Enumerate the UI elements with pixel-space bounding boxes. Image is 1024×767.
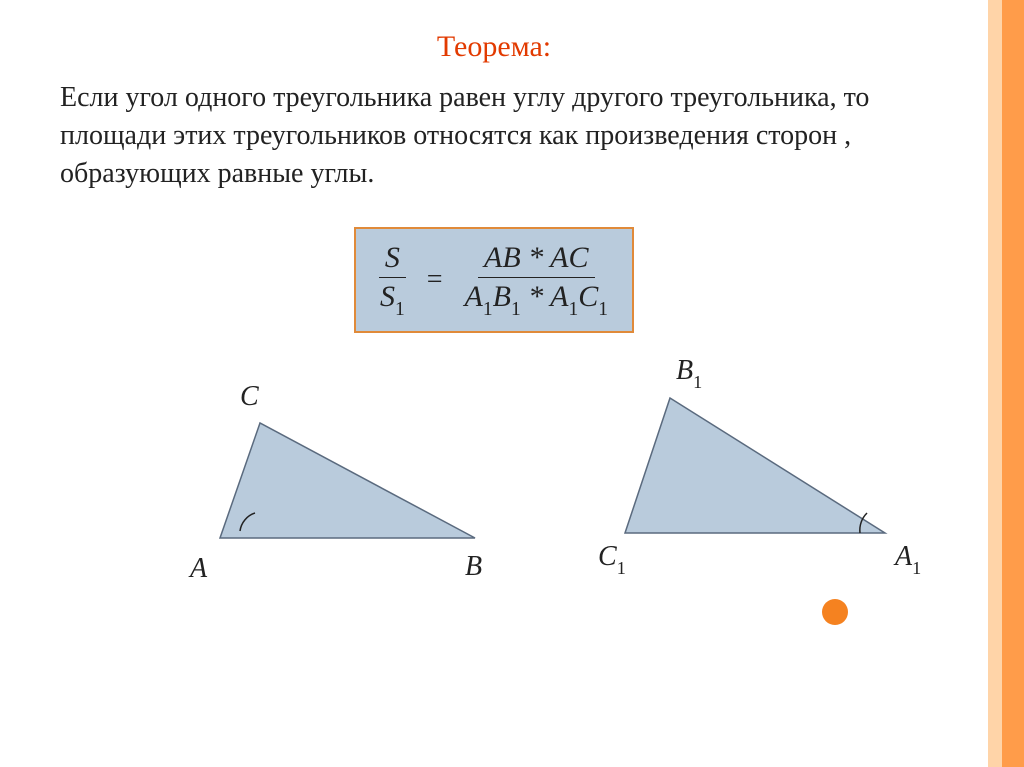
triangle-left-shape <box>220 423 475 538</box>
formula-left-num: S <box>379 239 406 278</box>
formula-box: S S1 = AB * AC A1B1 * A1C1 <box>354 227 634 333</box>
formula-right-num: AB * AC <box>478 239 594 278</box>
decor-bar-outer <box>1002 0 1024 767</box>
theorem-body: Если угол одного треугольника равен углу… <box>50 79 938 192</box>
theorem-title: Теорема: <box>437 30 551 63</box>
vertex-label-b1: B1 <box>676 355 702 391</box>
formula-left-fraction: S S1 <box>374 239 411 321</box>
vertex-label-b: B <box>465 551 482 583</box>
dot-marker <box>822 599 848 625</box>
vertex-label-c: C <box>240 381 259 413</box>
formula: S S1 = AB * AC A1B1 * A1C1 <box>374 239 614 321</box>
formula-right-den: A1B1 * A1C1 <box>459 278 614 321</box>
triangle-right <box>605 378 905 553</box>
formula-left-den: S1 <box>374 278 411 321</box>
diagram-area: C A B B1 C1 A1 <box>50 363 938 663</box>
triangle-left <box>200 403 500 563</box>
triangle-right-shape <box>625 398 885 533</box>
slide-content: Теорема: Если угол одного треугольника р… <box>0 0 988 767</box>
vertex-label-a1: A1 <box>895 541 921 577</box>
decor-bar-inner <box>988 0 1002 767</box>
header: Теорема: <box>50 30 938 64</box>
vertex-label-a: A <box>190 553 207 585</box>
formula-right-fraction: AB * AC A1B1 * A1C1 <box>459 239 614 321</box>
vertex-label-c1: C1 <box>598 541 626 577</box>
equals-sign: = <box>427 264 443 296</box>
